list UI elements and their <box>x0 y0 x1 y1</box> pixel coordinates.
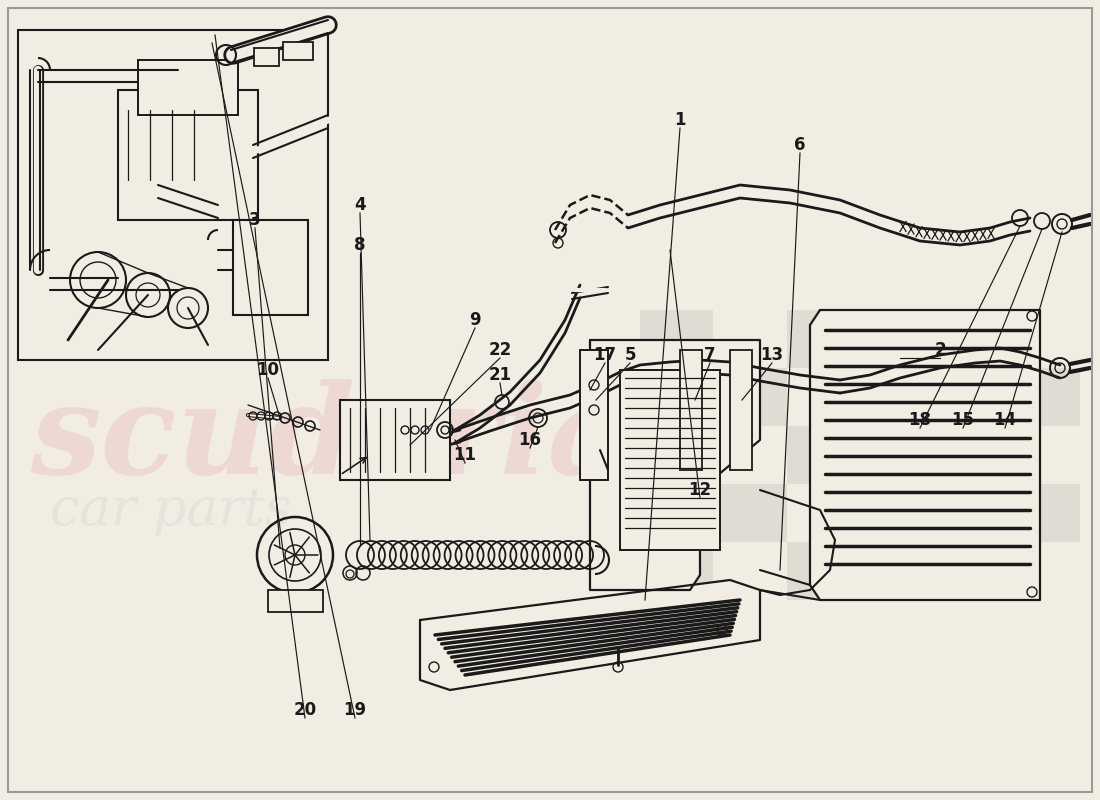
Text: 11: 11 <box>453 446 476 464</box>
Text: 8: 8 <box>354 236 365 254</box>
Polygon shape <box>420 580 760 690</box>
Bar <box>1006 368 1080 426</box>
Text: 6: 6 <box>794 136 805 154</box>
Bar <box>620 370 721 550</box>
Text: 17: 17 <box>593 346 617 364</box>
Bar <box>118 90 258 220</box>
Text: 4: 4 <box>354 196 366 214</box>
Text: 9: 9 <box>470 311 481 329</box>
Polygon shape <box>810 310 1040 600</box>
Bar <box>640 310 713 368</box>
Text: 18: 18 <box>909 411 932 429</box>
Bar <box>580 350 608 480</box>
Text: 20: 20 <box>294 701 317 719</box>
Text: 15: 15 <box>952 411 975 429</box>
Bar <box>860 368 933 426</box>
Text: 2: 2 <box>934 341 946 359</box>
Bar <box>786 310 860 368</box>
Bar <box>933 542 1006 600</box>
Bar <box>640 426 713 484</box>
Bar <box>18 30 328 360</box>
Bar <box>730 350 752 470</box>
Bar <box>138 60 238 115</box>
Text: car parts: car parts <box>50 485 292 535</box>
Text: scuderia: scuderia <box>30 379 628 501</box>
Text: 22: 22 <box>488 341 512 359</box>
Bar <box>268 590 323 612</box>
Bar <box>254 48 279 66</box>
Bar <box>786 426 860 484</box>
Bar <box>640 542 713 600</box>
Bar <box>340 400 450 480</box>
Bar <box>933 426 1006 484</box>
Text: 10: 10 <box>256 361 279 379</box>
Text: 16: 16 <box>518 431 541 449</box>
Text: 21: 21 <box>488 366 512 384</box>
Bar <box>680 350 702 470</box>
Text: 13: 13 <box>760 346 783 364</box>
Text: 1: 1 <box>674 111 685 129</box>
Text: 12: 12 <box>689 481 712 499</box>
Bar <box>933 310 1006 368</box>
Bar <box>786 542 860 600</box>
Text: 3: 3 <box>250 211 261 229</box>
Text: 7: 7 <box>704 346 716 364</box>
Text: 14: 14 <box>993 411 1016 429</box>
Text: 19: 19 <box>343 701 366 719</box>
Bar <box>860 484 933 542</box>
Polygon shape <box>590 340 760 590</box>
Bar <box>713 368 786 426</box>
Bar <box>1006 484 1080 542</box>
Bar <box>233 220 308 315</box>
Bar <box>283 42 313 60</box>
Text: 5: 5 <box>625 346 636 364</box>
Bar <box>713 484 786 542</box>
